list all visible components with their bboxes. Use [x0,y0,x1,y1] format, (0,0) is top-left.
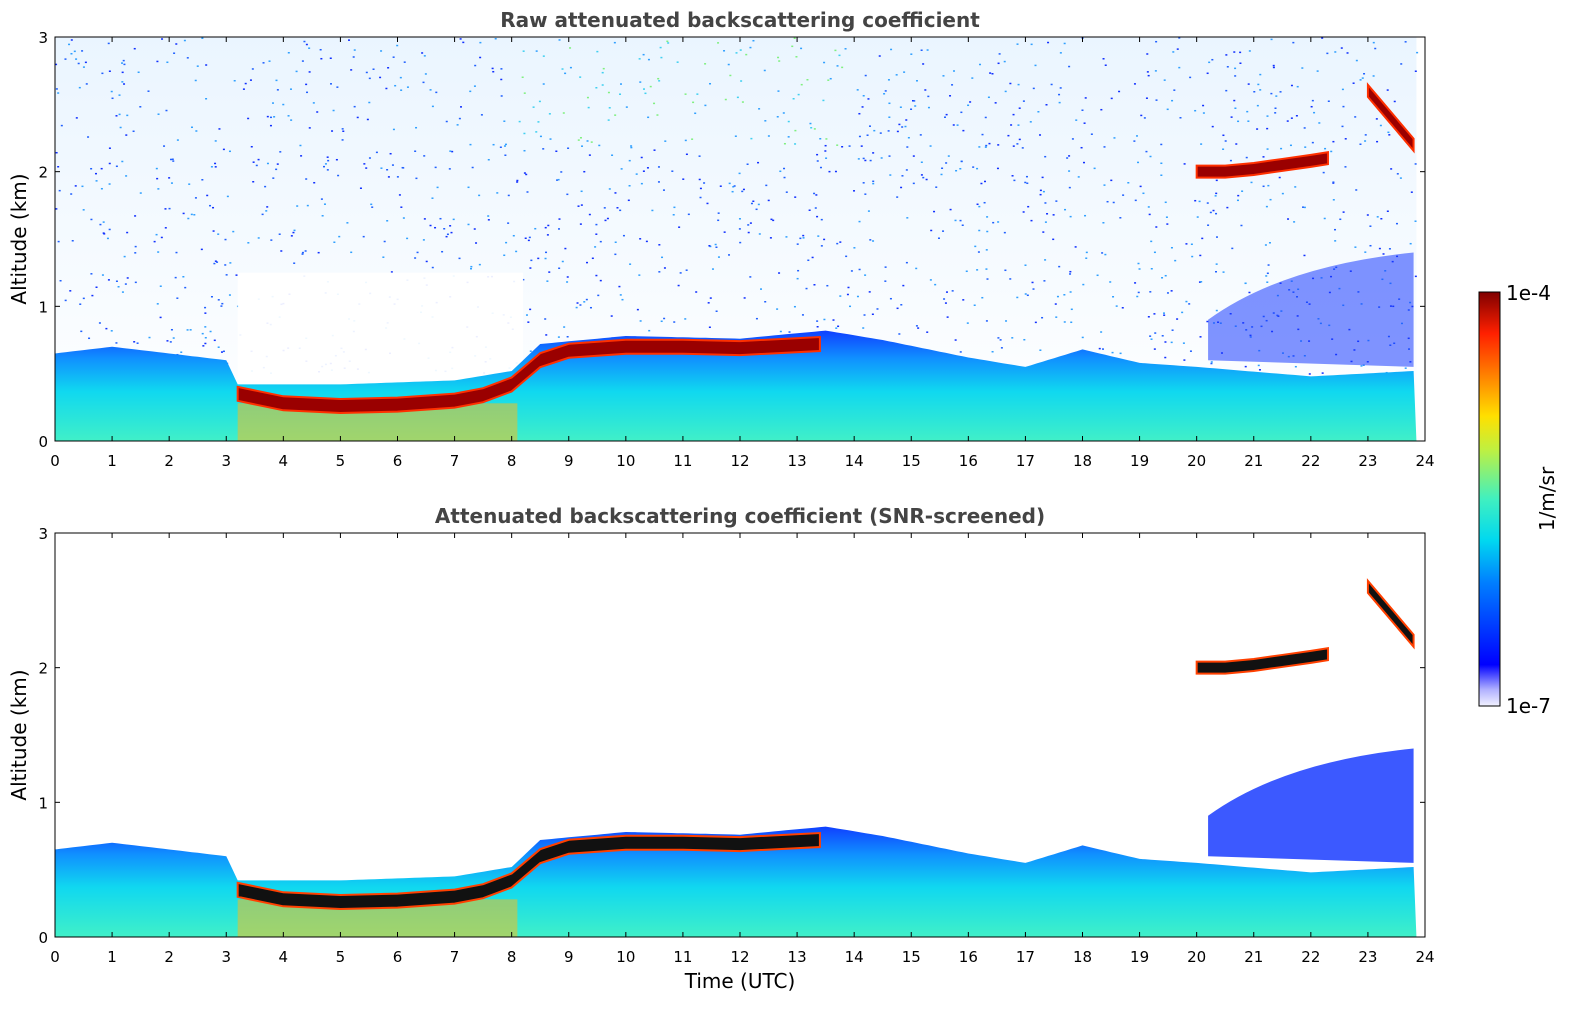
x-tick-label: 21 [1244,948,1263,966]
x-tick-label: 24 [1415,452,1434,470]
x-tick-label: 7 [450,452,460,470]
cloud-layer [236,831,821,910]
x-tick-label: 16 [959,948,978,966]
x-tick-label: 19 [1130,948,1149,966]
cloud-layer [236,335,821,414]
x-tick-label: 1 [107,452,117,470]
x-tick-label: 4 [279,452,289,470]
colorbar-min-label: 1e-7 [1506,694,1551,718]
y-tick-label: 3 [38,525,48,543]
x-tick-label: 14 [845,452,864,470]
y-tick-label: 2 [38,164,48,182]
plot-area [55,533,1425,937]
x-tick-label: 10 [616,948,635,966]
colorbar-max-label: 1e-4 [1506,281,1551,305]
x-tick-label: 13 [788,452,807,470]
x-tick-label: 10 [616,452,635,470]
x-tick-label: 16 [959,452,978,470]
x-tick-label: 1 [107,948,117,966]
x-tick-label: 18 [1073,452,1092,470]
cloud-layer [1366,82,1415,154]
x-tick-label: 18 [1073,948,1092,966]
x-tick-label: 20 [1187,948,1206,966]
x-tick-label: 6 [393,948,403,966]
y-tick-label: 3 [38,29,48,47]
x-tick-label: 12 [730,948,749,966]
x-tick-label: 22 [1301,452,1320,470]
cloud-layer [1195,151,1329,179]
x-tick-label: 15 [902,948,921,966]
x-tick-label: 2 [164,452,174,470]
y-tick-label: 1 [38,794,48,812]
x-tick-label: 9 [564,948,574,966]
top-panel-plot: 0 1 2 3 4 5 6 7 8 9 10 11 12 13 14 15 16 17 18 19 20 21 22 23 24… [38,29,1434,470]
x-tick-label: 22 [1301,948,1320,966]
x-tick-label: 9 [564,452,574,470]
low-cloud-aerosol-patch [1208,252,1414,367]
x-tick-label: 20 [1187,452,1206,470]
x-tick-label: 3 [221,948,231,966]
x-axis-label: Time (UTC) [684,969,796,993]
cloud-layer [1366,578,1415,650]
bottom-panel-title: Attenuated backscattering coefficient (S… [435,504,1045,528]
top-panel-title: Raw attenuated backscattering coefficien… [500,8,980,32]
y-tick-label: 0 [38,929,48,947]
x-tick-label: 23 [1358,948,1377,966]
bottom-panel-plot: 0 1 2 3 4 5 6 7 8 9 10 11 12 13 14 15 16 17 18 19 20 21 22 23 24… [38,525,1434,966]
x-tick-label: 8 [507,948,517,966]
colorbar-gradient [1478,291,1501,707]
x-tick-label: 19 [1130,452,1149,470]
x-tick-label: 17 [1016,452,1035,470]
bottom-panel-ylabel: Altitude (km) [7,669,31,800]
x-tick-label: 2 [164,948,174,966]
x-tick-label: 3 [221,452,231,470]
y-tick-label: 0 [38,433,48,451]
x-tick-label: 23 [1358,452,1377,470]
x-tick-label: 0 [50,452,60,470]
x-tick-label: 5 [336,452,346,470]
x-tick-label: 15 [902,452,921,470]
cloud-layer [1195,647,1329,675]
plot-area [55,37,1425,441]
colorbar: 1e-4 1e-7 1/m/sr [1478,281,1559,718]
x-tick-label: 13 [788,948,807,966]
attenuated-gap [237,272,524,381]
top-panel-ylabel: Altitude (km) [7,173,31,304]
x-tick-label: 11 [673,452,692,470]
x-tick-label: 0 [50,948,60,966]
x-tick-label: 21 [1244,452,1263,470]
x-tick-label: 11 [673,948,692,966]
y-tick-label: 1 [38,298,48,316]
colorbar-unit-label: 1/m/sr [1535,466,1559,531]
x-tick-label: 5 [336,948,346,966]
y-tick-label: 2 [38,660,48,678]
x-tick-label: 12 [730,452,749,470]
x-tick-label: 24 [1415,948,1434,966]
x-tick-label: 4 [279,948,289,966]
low-cloud-aerosol-patch [1208,748,1414,863]
x-tick-label: 7 [450,948,460,966]
x-tick-label: 8 [507,452,517,470]
x-tick-label: 17 [1016,948,1035,966]
x-tick-label: 6 [393,452,403,470]
x-tick-label: 14 [845,948,864,966]
